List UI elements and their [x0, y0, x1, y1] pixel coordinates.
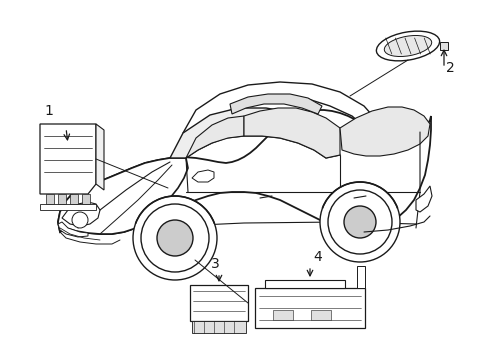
Polygon shape	[70, 194, 78, 204]
Polygon shape	[192, 321, 245, 333]
Circle shape	[343, 206, 375, 238]
Text: 2: 2	[445, 61, 454, 75]
Polygon shape	[40, 204, 96, 210]
Ellipse shape	[384, 36, 431, 57]
Polygon shape	[58, 222, 88, 237]
Polygon shape	[356, 266, 364, 288]
Circle shape	[319, 182, 399, 262]
Polygon shape	[439, 42, 447, 50]
Polygon shape	[190, 285, 247, 321]
Text: 1: 1	[44, 104, 53, 118]
Polygon shape	[46, 194, 54, 204]
Polygon shape	[339, 107, 429, 156]
Polygon shape	[264, 280, 345, 288]
Polygon shape	[192, 170, 214, 182]
Polygon shape	[58, 158, 187, 234]
Polygon shape	[185, 116, 244, 158]
Polygon shape	[254, 288, 364, 328]
Polygon shape	[62, 202, 100, 226]
Polygon shape	[82, 194, 90, 204]
Polygon shape	[58, 110, 430, 234]
Polygon shape	[96, 124, 104, 190]
Circle shape	[157, 220, 193, 256]
Polygon shape	[170, 108, 339, 158]
Ellipse shape	[376, 31, 439, 61]
Polygon shape	[40, 124, 96, 194]
Text: 3: 3	[210, 257, 219, 271]
Text: 4: 4	[313, 250, 322, 264]
Polygon shape	[183, 82, 379, 138]
Circle shape	[327, 190, 391, 254]
Polygon shape	[244, 108, 339, 158]
Circle shape	[141, 204, 208, 272]
Circle shape	[72, 212, 88, 228]
Polygon shape	[229, 94, 321, 114]
Polygon shape	[58, 194, 66, 204]
Circle shape	[133, 196, 217, 280]
Polygon shape	[272, 310, 292, 320]
Polygon shape	[310, 310, 330, 320]
Polygon shape	[415, 186, 431, 212]
